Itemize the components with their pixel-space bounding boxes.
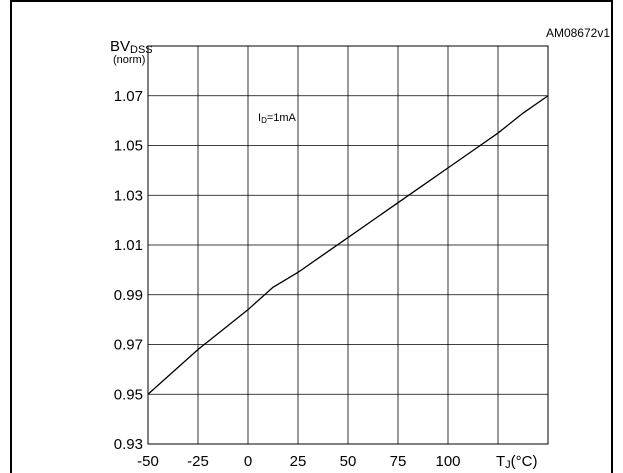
y-tick-label: 1.07 [114,88,143,105]
y-tick-labels: 0.93 0.95 0.97 0.99 1.01 1.03 1.05 1.07 [114,88,143,453]
x-tick-label: 75 [390,453,407,470]
x-axis-title-sub: J [505,459,511,471]
condition-annotation: ID=1mA [258,112,297,125]
x-tick-label: 0 [244,453,252,470]
y-tick-label: 1.01 [114,237,143,254]
x-axis-title-main: T [496,453,505,470]
x-axis-title-rest: (°C) [511,453,538,470]
y-tick-label: 1.03 [114,187,143,204]
y-tick-label: 0.93 [114,436,143,453]
annotation-rest: =1mA [267,112,297,124]
grid [148,46,548,444]
x-tick-label: -25 [187,453,209,470]
y-tick-label: 0.97 [114,337,143,354]
y-tick-label: 1.05 [114,138,143,155]
x-tick-label: 100 [435,453,460,470]
y-axis-note: (norm) [113,54,145,66]
annotation-main: I [258,112,261,124]
x-tick-label: 25 [290,453,307,470]
y-axis-title: BVDSS [110,38,153,56]
x-axis-title: TJ(°C) [496,453,538,471]
annotation-sub: D [261,116,267,125]
y-axis-title-main: BV [110,38,130,55]
x-tick-labels: -50 -25 0 25 50 75 100 [137,453,460,470]
figure-code-label: AM08672v1 [546,26,610,40]
x-tick-label: 50 [340,453,357,470]
y-tick-label: 0.95 [114,386,143,403]
y-tick-label: 0.99 [114,287,143,304]
bvdss-curve [147,95,549,395]
y-axis-title-sub: DSS [130,44,153,56]
plot-border [147,45,549,445]
x-tick-label: -50 [137,453,159,470]
